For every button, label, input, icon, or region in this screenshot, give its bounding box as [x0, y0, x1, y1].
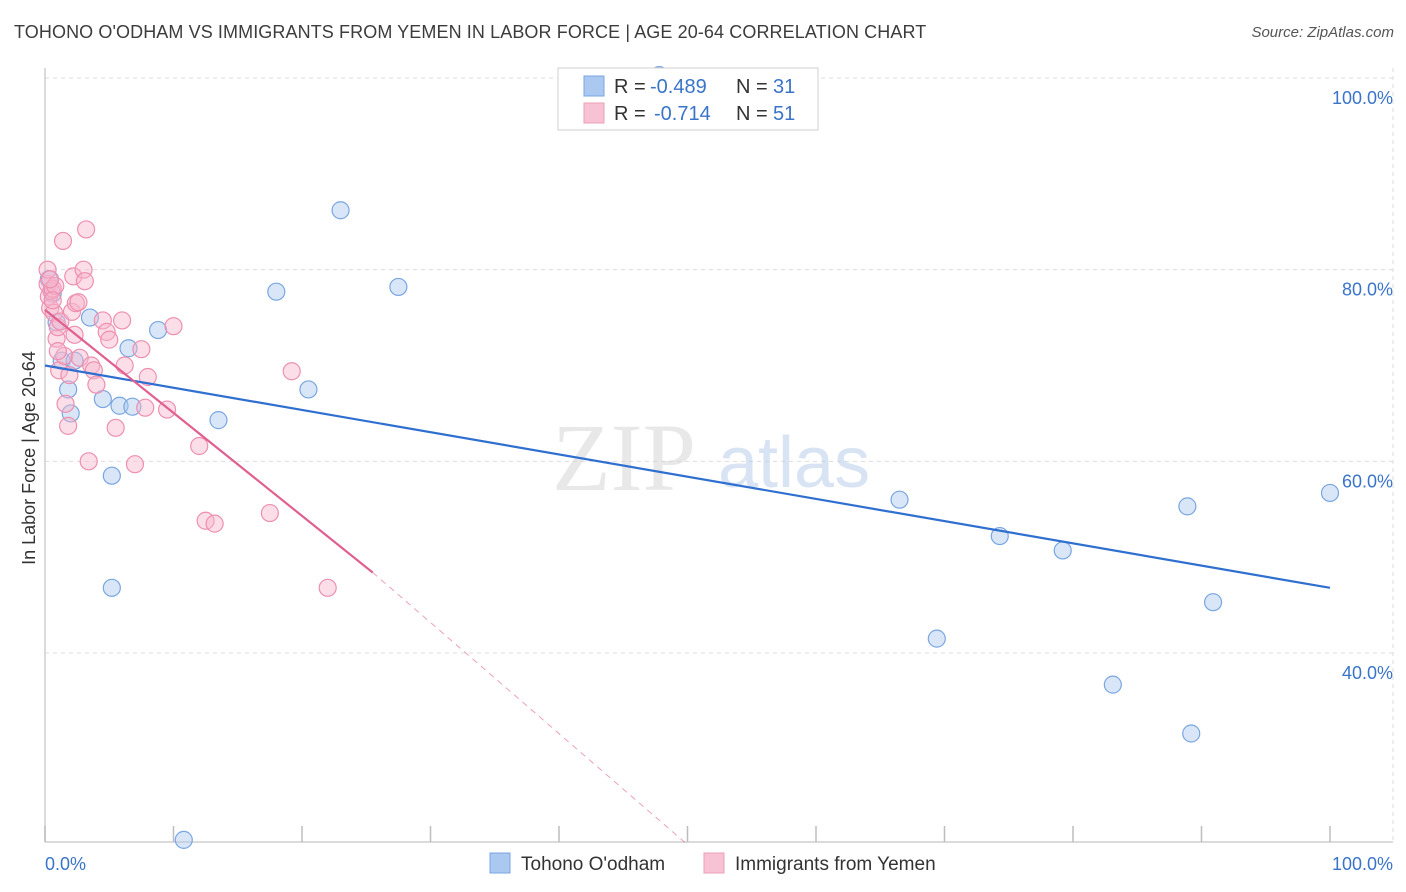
- stats-legend: R = -0.489 N = 31 R = -0.714 N = 51: [557, 67, 819, 131]
- data-point-blue: [1320, 483, 1340, 503]
- legend-r-value-pink: -0.714: [654, 103, 711, 125]
- x-tick-label-max: 100.0%: [1332, 854, 1393, 874]
- data-point-blue: [389, 277, 408, 297]
- data-point-pink: [138, 367, 157, 387]
- series-legend: Tohono O'odham Immigrants from Yemen: [489, 852, 936, 875]
- data-point-blue: [299, 380, 318, 399]
- data-point-pink: [190, 436, 209, 456]
- series-legend-label-blue: Tohono O'odham: [521, 854, 665, 875]
- data-point-pink: [136, 398, 155, 417]
- axis-layer: 40.0% 60.0% 80.0% 100.0% 0.0% 100.0%: [44, 68, 1393, 874]
- data-point-blue: [110, 396, 129, 415]
- data-point-pink: [132, 340, 151, 359]
- trend-line-blue: [44, 364, 1331, 589]
- trend-layer: [44, 309, 1331, 846]
- series-legend-swatch-pink: [703, 852, 725, 874]
- data-point-blue: [927, 629, 946, 648]
- data-point-pink: [56, 394, 75, 413]
- data-point-blue: [119, 339, 138, 358]
- y-axis-label: In Labor Force | Age 20-64: [19, 351, 39, 565]
- data-point-blue: [174, 830, 193, 849]
- data-point-blue: [1182, 724, 1201, 743]
- data-point-blue: [59, 380, 78, 399]
- series-points-pink: [38, 220, 337, 597]
- series-legend-label-pink: Immigrants from Yemen: [735, 854, 936, 875]
- data-point-pink: [282, 362, 301, 381]
- source-label: Source: ZipAtlas.com: [1251, 24, 1394, 41]
- legend-r-label-blue: R =: [614, 76, 646, 98]
- data-point-pink: [69, 293, 88, 312]
- legend-n-label-pink: N =: [736, 103, 768, 125]
- data-point-blue: [890, 490, 909, 509]
- data-point-blue: [1203, 593, 1223, 612]
- legend-swatch-pink: [583, 102, 605, 124]
- data-point-pink: [53, 231, 73, 251]
- data-point-blue: [1178, 497, 1197, 516]
- legend-r-label-pink: R =: [614, 103, 646, 125]
- data-point-blue: [331, 201, 350, 220]
- y-tick-label: 40.0%: [1342, 663, 1393, 683]
- trend-line-extension-pink: [372, 572, 688, 846]
- legend-swatch-blue: [583, 75, 605, 97]
- data-point-pink: [164, 317, 183, 336]
- trend-line-pink: [44, 309, 374, 574]
- y-tick-label: 80.0%: [1342, 280, 1393, 300]
- data-point-pink: [43, 291, 62, 310]
- data-point-pink: [115, 356, 134, 375]
- data-point-pink: [59, 416, 78, 435]
- data-point-blue: [123, 397, 142, 416]
- data-point-pink: [41, 270, 60, 289]
- legend-r-value-blue: -0.489: [650, 76, 707, 98]
- watermark-atlas: atlas: [718, 423, 870, 503]
- data-point-blue: [1103, 675, 1122, 694]
- data-point-pink: [260, 503, 279, 523]
- data-point-pink: [87, 375, 106, 394]
- data-point-pink: [112, 311, 132, 330]
- data-point-pink: [205, 514, 224, 533]
- series-points-blue: [39, 66, 1340, 849]
- points-layer: [38, 66, 1340, 849]
- data-point-pink: [79, 452, 98, 471]
- chart-title: TOHONO O'ODHAM VS IMMIGRANTS FROM YEMEN …: [14, 22, 927, 42]
- y-tick-label: 100.0%: [1332, 88, 1393, 108]
- data-point-pink: [77, 220, 96, 239]
- data-point-pink: [75, 272, 94, 291]
- x-tick-label-min: 0.0%: [45, 854, 86, 874]
- data-point-blue: [1053, 541, 1072, 560]
- data-point-blue: [102, 578, 121, 597]
- data-point-pink: [318, 578, 337, 597]
- legend-n-label-blue: N =: [736, 76, 768, 98]
- series-legend-swatch-blue: [489, 852, 511, 874]
- data-point-pink: [93, 311, 112, 330]
- data-point-pink: [74, 260, 93, 279]
- data-point-pink: [62, 302, 82, 321]
- data-point-blue: [102, 466, 121, 485]
- data-point-pink: [125, 455, 145, 474]
- watermark: ZIP atlas: [552, 404, 870, 511]
- data-point-pink: [64, 267, 83, 286]
- data-point-blue: [267, 282, 286, 301]
- data-point-blue: [65, 351, 84, 370]
- legend-n-value-blue: 31: [773, 76, 795, 98]
- data-point-pink: [106, 418, 125, 437]
- data-point-pink: [48, 342, 67, 361]
- grid-layer: [45, 68, 1394, 842]
- data-point-blue: [209, 411, 228, 430]
- y-tick-label: 60.0%: [1342, 471, 1393, 491]
- data-point-blue: [148, 320, 168, 340]
- legend-n-value-pink: 51: [773, 103, 795, 125]
- data-point-pink: [100, 330, 119, 349]
